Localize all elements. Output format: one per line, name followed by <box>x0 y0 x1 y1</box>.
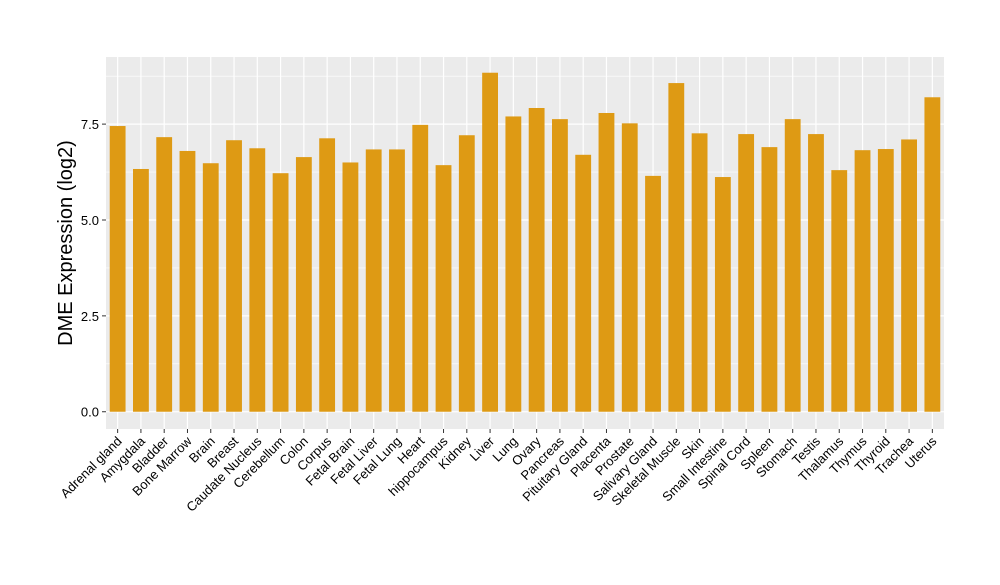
bar <box>738 134 755 412</box>
y-tick-label: 0.0 <box>81 405 99 420</box>
y-axis-title: DME Expression (log2) <box>55 140 77 346</box>
bar <box>575 154 592 412</box>
bar <box>761 147 778 412</box>
bar <box>505 116 522 412</box>
bar <box>342 162 359 412</box>
bar <box>272 173 289 412</box>
bar <box>691 133 708 412</box>
bar <box>133 168 149 412</box>
bar <box>412 124 429 412</box>
bar <box>389 149 405 412</box>
y-tick-label: 2.5 <box>81 309 99 324</box>
bar <box>645 175 661 412</box>
bar <box>877 149 894 412</box>
y-tick-label: 5.0 <box>81 213 99 228</box>
bar <box>668 83 685 412</box>
bar <box>435 165 452 412</box>
bar <box>109 126 126 412</box>
y-axis: 0.0 2.5 5.0 7.5 <box>81 117 106 420</box>
y-tick-label: 7.5 <box>81 117 99 132</box>
bar <box>482 72 498 412</box>
bar <box>528 108 545 412</box>
bar <box>808 134 824 412</box>
bar <box>901 139 917 412</box>
bar <box>249 148 266 412</box>
bar <box>202 163 219 412</box>
bar <box>784 119 801 412</box>
bars-layer <box>109 72 941 412</box>
bar <box>621 123 638 412</box>
bar <box>924 97 941 412</box>
bar <box>365 149 382 412</box>
bar <box>598 112 615 412</box>
bar <box>458 135 475 412</box>
bar <box>552 119 568 412</box>
bar <box>854 150 871 412</box>
bar <box>319 138 336 412</box>
bar <box>156 137 173 412</box>
bar <box>179 150 196 412</box>
bar <box>714 177 731 412</box>
x-tick-label: Liver <box>467 433 498 464</box>
panel-background <box>106 57 944 429</box>
bar <box>295 157 312 412</box>
bar <box>831 170 848 412</box>
bar <box>226 140 242 412</box>
